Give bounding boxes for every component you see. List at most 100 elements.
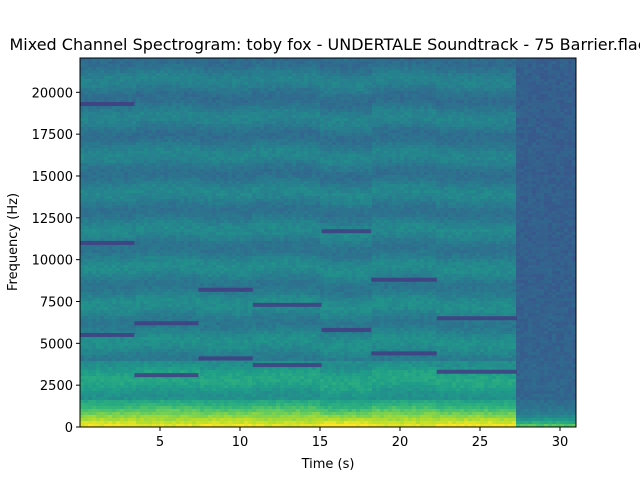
spectrogram-cell [132, 346, 137, 350]
spectrogram-cell [232, 361, 237, 365]
spectrogram-cell [212, 73, 217, 77]
spectrogram-cell [80, 148, 85, 152]
spectrogram-cell [220, 199, 225, 203]
spectrogram-cell [192, 196, 197, 200]
spectrogram-cell [208, 85, 213, 89]
spectrogram-cell [184, 301, 189, 305]
spectrogram-cell [180, 349, 185, 353]
spectrogram-cell [160, 289, 165, 293]
spectrogram-cell [104, 232, 109, 236]
spectrogram-cell [180, 184, 185, 188]
spectrogram-cell [84, 364, 89, 368]
spectrogram-cell [116, 343, 121, 347]
spectrogram-cell [92, 328, 97, 332]
spectrogram-cell [120, 223, 125, 227]
spectrogram-cell [208, 208, 213, 212]
spectrogram-cell [220, 340, 225, 344]
spectrogram-cell [80, 88, 85, 92]
spectrogram-cell [228, 316, 233, 320]
spectrogram-cell [240, 184, 245, 188]
spectrogram-cell [136, 307, 141, 311]
spectrogram-cell [124, 172, 129, 176]
spectrogram-cell [164, 391, 169, 395]
spectrogram-cell [236, 388, 241, 392]
spectrogram-cell [124, 190, 129, 194]
spectrogram-cell [80, 214, 85, 218]
spectrogram-cell [132, 115, 137, 119]
spectrogram-cell [172, 382, 177, 386]
spectrogram-cell [144, 403, 149, 407]
spectrogram-cell [220, 148, 225, 152]
spectrogram-cell [100, 226, 105, 230]
spectrogram-cell [132, 265, 137, 269]
spectrogram-cell [108, 151, 113, 155]
spectrogram-cell [84, 115, 89, 119]
spectrogram-cell [124, 214, 129, 218]
spectrogram-cell [148, 211, 153, 215]
spectrogram-cell [152, 220, 157, 224]
spectrogram-cell [136, 142, 141, 146]
spectrogram-cell [236, 409, 241, 413]
spectrogram-cell [196, 250, 201, 254]
spectrogram-cell [220, 232, 225, 236]
spectrogram-cell [232, 175, 237, 179]
spectrogram-cell [236, 283, 241, 287]
spectrogram-cell [212, 139, 217, 143]
spectrogram-cell [188, 277, 193, 281]
spectrogram-cell [92, 352, 97, 356]
spectrogram-cell [240, 121, 245, 125]
spectrogram-cell [164, 310, 169, 314]
spectrogram-cell [240, 178, 245, 182]
spectrogram-cell [204, 73, 209, 77]
spectrogram-cell [200, 319, 205, 323]
spectrogram-cell [204, 100, 209, 104]
spectrogram-cell [172, 325, 177, 329]
spectrogram-cell [128, 301, 133, 305]
spectrogram-cell [96, 403, 101, 407]
spectrogram-cell [196, 391, 201, 395]
spectrogram-cell [144, 367, 149, 371]
spectrogram-cell [120, 361, 125, 365]
spectrogram-cell [156, 283, 161, 287]
spectrogram-cell [156, 220, 161, 224]
spectrogram-cell [96, 193, 101, 197]
spectrogram-cell [160, 307, 165, 311]
spectrogram-cell [168, 199, 173, 203]
spectrogram-cell [172, 370, 177, 374]
spectrogram-cell [128, 190, 133, 194]
spectrogram-cell [180, 199, 185, 203]
spectrogram-cell [132, 127, 137, 131]
spectrogram-cell [220, 421, 225, 425]
spectrogram-cell [140, 286, 145, 290]
spectrogram-cell [100, 307, 105, 311]
spectrogram-cell [220, 76, 225, 80]
spectrogram-cell [108, 190, 113, 194]
spectrogram-cell [192, 199, 197, 203]
spectrogram-cell [144, 79, 149, 83]
spectrogram-cell [140, 265, 145, 269]
spectrogram-cell [196, 217, 201, 221]
spectrogram-cell [144, 307, 149, 311]
spectrogram-cell [124, 379, 129, 383]
spectrogram-cell [160, 145, 165, 149]
spectrogram-cell [196, 166, 201, 170]
spectrogram-cell [80, 391, 85, 395]
spectrogram-cell [120, 190, 125, 194]
spectrogram-cell [96, 211, 101, 215]
spectrogram-cell [196, 160, 201, 164]
spectrogram-cell [136, 94, 141, 98]
spectrogram-cell [116, 151, 121, 155]
spectrogram-cell [204, 301, 209, 305]
spectrogram-cell [84, 64, 89, 68]
spectrogram-cell [112, 325, 117, 329]
spectrogram-cell [172, 229, 177, 233]
spectrogram-cell [160, 262, 165, 266]
spectrogram-cell [212, 223, 217, 227]
spectrogram-cell [156, 298, 161, 302]
spectrogram-cell [216, 169, 221, 173]
spectrogram-cell [124, 133, 129, 137]
spectrogram-cell [108, 346, 113, 350]
spectrogram-cell [136, 157, 141, 161]
spectrogram-cell [144, 223, 149, 227]
spectrogram-cell [220, 181, 225, 185]
